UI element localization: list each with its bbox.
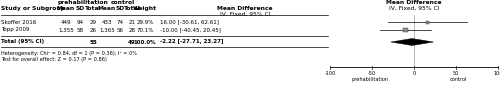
Text: Skoffer 2016: Skoffer 2016 [1, 19, 36, 24]
Text: Study or Subgroup: Study or Subgroup [1, 6, 65, 11]
Text: 55: 55 [89, 40, 97, 45]
Text: 100.0%: 100.0% [134, 40, 156, 45]
Text: control: control [110, 0, 134, 5]
Text: 50: 50 [453, 71, 459, 76]
Text: Total: Total [124, 6, 140, 11]
Text: -10.00 [-40.45, 20.45]: -10.00 [-40.45, 20.45] [160, 28, 221, 32]
Text: -100: -100 [324, 71, 336, 76]
Text: Total (95% CI): Total (95% CI) [1, 40, 44, 45]
Text: prehabilitation: prehabilitation [57, 0, 108, 5]
Bar [404, 28, 408, 32]
Text: 28: 28 [128, 28, 136, 32]
Text: 56: 56 [116, 28, 123, 32]
Bar [426, 20, 429, 23]
Text: 1,365: 1,365 [99, 28, 115, 32]
Text: 58: 58 [76, 28, 84, 32]
Text: Total: Total [84, 6, 102, 11]
Text: IV, Fixed, 95% CI: IV, Fixed, 95% CI [389, 6, 439, 11]
Text: 94: 94 [76, 19, 84, 24]
Text: Mean: Mean [57, 6, 75, 11]
Text: 21: 21 [128, 19, 136, 24]
Text: SD: SD [116, 6, 124, 11]
Text: Mean: Mean [98, 6, 116, 11]
Text: IV, Fixed, 95% CI: IV, Fixed, 95% CI [220, 12, 270, 17]
Text: 70.1%: 70.1% [136, 28, 154, 32]
Text: SD: SD [76, 6, 84, 11]
Text: -2.22 [-27.71, 23.27]: -2.22 [-27.71, 23.27] [160, 40, 224, 45]
Text: 1,355: 1,355 [58, 28, 74, 32]
Polygon shape [390, 39, 434, 45]
Text: 433: 433 [102, 19, 112, 24]
Text: 29.9%: 29.9% [136, 19, 154, 24]
Text: control: control [449, 77, 467, 82]
Text: 16.00 [-30.61, 62.61]: 16.00 [-30.61, 62.61] [160, 19, 219, 24]
Text: 74: 74 [116, 19, 123, 24]
Text: Weight: Weight [133, 6, 157, 11]
Text: Test for overall effect: Z = 0.17 (P = 0.86): Test for overall effect: Z = 0.17 (P = 0… [1, 57, 107, 62]
Text: Mean Difference: Mean Difference [386, 0, 442, 5]
Text: Mean Difference: Mean Difference [217, 6, 273, 11]
Text: 29: 29 [90, 19, 96, 24]
Text: 0: 0 [412, 71, 416, 76]
Text: 100: 100 [493, 71, 500, 76]
Text: prehabilitation: prehabilitation [352, 77, 389, 82]
Text: Heterogeneity: Chi² = 0.84, df = 1 (P = 0.36); I² = 0%: Heterogeneity: Chi² = 0.84, df = 1 (P = … [1, 50, 137, 56]
Text: 49: 49 [128, 40, 136, 45]
Text: Topp 2009: Topp 2009 [1, 28, 29, 32]
Text: -50: -50 [368, 71, 376, 76]
Text: 26: 26 [90, 28, 96, 32]
Text: 449: 449 [61, 19, 72, 24]
